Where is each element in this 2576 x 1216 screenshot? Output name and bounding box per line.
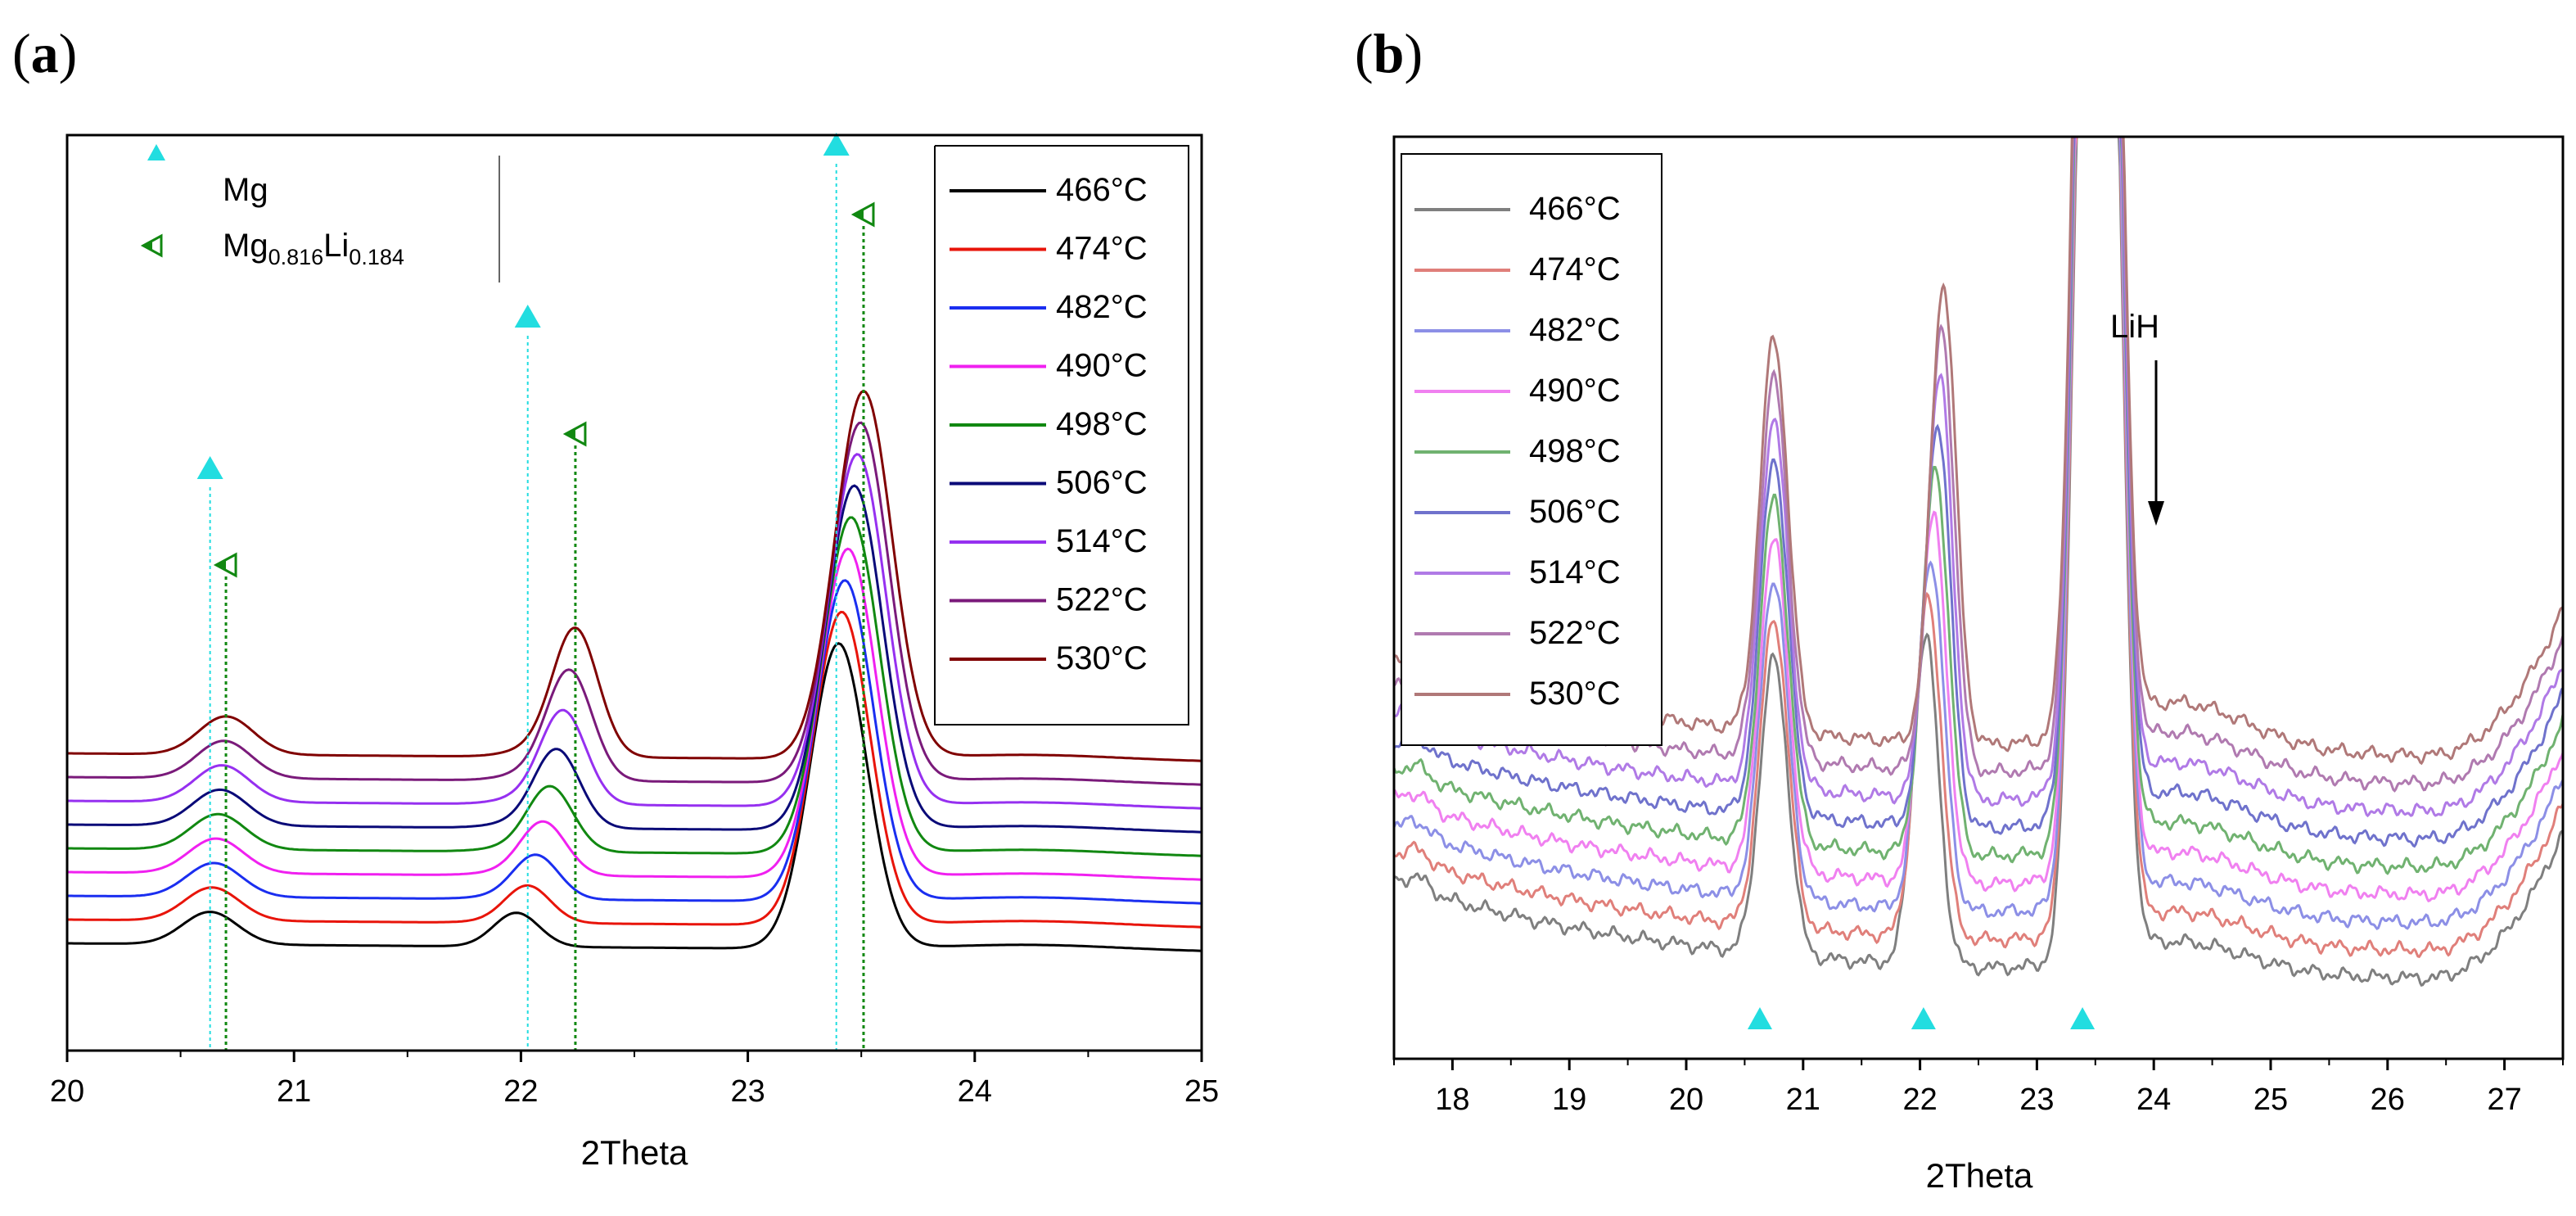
chart-a-legend-label: 506°C [1056, 465, 1148, 501]
chart-a-marker-legend: Mg Mg0.816Li0.184 [140, 144, 500, 283]
chart-a-series-line-474c [67, 610, 1202, 929]
chart-b-series-line-514c [1393, 135, 2565, 818]
lih-arrow-head-icon [2148, 501, 2164, 526]
chart-b-x-tick-label: 26 [2371, 1083, 2405, 1117]
mg-triangle-icon [147, 144, 165, 160]
chart-b-legend-label: 522°C [1529, 615, 1621, 651]
chart-a-series-line-498c [67, 516, 1202, 857]
chart-b-series-line-498c [1392, 135, 2565, 875]
chart-b-x-tick-label: 18 [1435, 1083, 1469, 1117]
mgli-peak-triangle-fill-icon [216, 559, 227, 571]
chart-panel-b: 18 19 20 21 22 23 24 25 26 27 2Theta 466°C 474°C 48… [1392, 135, 2565, 1195]
chart-a-series-line-522c [67, 421, 1202, 786]
mg-peak-triangle-icon [196, 456, 223, 479]
chart-a-marker-group [196, 133, 875, 1051]
chart-a-x-tick-label: 20 [50, 1074, 84, 1109]
chart-b-series-line-506c [1393, 135, 2565, 848]
mgli-peak-triangle-fill-icon [565, 428, 575, 440]
chart-a-series-line-482c [67, 579, 1202, 905]
chart-b-x-axis: 18 19 20 21 22 23 24 25 26 27 [1393, 1059, 2564, 1117]
mg-peak-triangle-icon [1747, 1007, 1772, 1029]
chart-a-legend-label: 474°C [1056, 231, 1148, 267]
chart-a-legend-label: 482°C [1056, 289, 1148, 325]
chart-b-legend-label: 530°C [1529, 676, 1621, 712]
chart-b-x-tick-label: 20 [1669, 1083, 1703, 1117]
chart-b-legend-label: 482°C [1529, 312, 1621, 348]
chart-a-x-axis: 20 21 22 23 24 25 [50, 1051, 1219, 1109]
chart-a-legend-label: 522°C [1056, 582, 1148, 618]
mg-peak-triangle-icon [1911, 1007, 1936, 1029]
chart-b-x-tick-label: 23 [2019, 1083, 2054, 1117]
lih-annotation: LiH [2110, 309, 2164, 526]
chart-b-marker-group [1747, 1007, 2096, 1029]
panel-a-label: (a) [12, 22, 77, 84]
panel-b-label: (b) [1355, 22, 1423, 84]
chart-a-legend-frame [934, 145, 1189, 726]
chart-b-x-axis-title: 2Theta [1926, 1156, 2033, 1195]
chart-b-x-tick-label: 27 [2487, 1083, 2521, 1117]
chart-b-series-group [1392, 135, 2565, 987]
chart-b-x-tick-label: 21 [1786, 1083, 1820, 1117]
chart-b-series-line-490c [1393, 135, 2565, 902]
chart-b-legend-label: 490°C [1529, 373, 1621, 409]
chart-b-series-line-482c [1392, 135, 2565, 931]
chart-b-series-line-474c [1392, 135, 2565, 959]
chart-b-legend-frame [1401, 153, 1662, 746]
chart-a-x-tick-label: 25 [1184, 1074, 1219, 1109]
chart-a-series-line-466c [67, 642, 1202, 952]
chart-b-legend-label: 514°C [1529, 554, 1621, 590]
chart-b-x-tick-label: 19 [1552, 1083, 1586, 1117]
chart-a-x-axis-title: 2Theta [581, 1133, 688, 1172]
chart-b-legend-label: 466°C [1529, 191, 1621, 227]
chart-b-legend-label: 506°C [1529, 494, 1621, 530]
mgli-peak-triangle-fill-icon [853, 209, 864, 220]
chart-a-series-line-490c [67, 547, 1202, 881]
mg-peak-triangle-icon [514, 305, 541, 328]
chart-a-series-line-530c [67, 389, 1202, 762]
chart-a-series-group [67, 389, 1202, 952]
lih-annotation-label: LiH [2110, 309, 2159, 345]
mg-peak-triangle-icon [823, 133, 850, 156]
mg-legend-label: Mg [223, 172, 268, 208]
chart-b-x-tick-label: 24 [2136, 1083, 2171, 1117]
chart-panel-a: 20 21 22 23 24 25 2Theta Mg Mg0.816Li0.184 46… [50, 133, 1219, 1172]
chart-a-x-tick-label: 23 [730, 1074, 765, 1109]
chart-a-legend-label: 498°C [1056, 406, 1148, 442]
chart-b-series-line-466c [1392, 135, 2564, 987]
mgli-half-triangle-fill-icon [143, 241, 152, 251]
mg-peak-triangle-icon [2070, 1007, 2096, 1029]
chart-a-legend-label: 490°C [1056, 348, 1148, 384]
chart-a-legend: 466°C 474°C 482°C 490°C 498°C 506°C 514°C 522°C… [934, 145, 1189, 726]
chart-a-series-line-506c [67, 484, 1202, 834]
chart-a-x-tick-label: 22 [503, 1074, 538, 1109]
chart-a-series-line-514c [67, 453, 1202, 810]
chart-b-legend: 466°C 474°C 482°C 490°C 498°C 506°C 514°C 522°C… [1401, 153, 1662, 746]
chart-a-legend-label: 530°C [1056, 640, 1148, 676]
chart-b-legend-label: 498°C [1529, 433, 1621, 469]
chart-b-x-tick-label: 22 [1902, 1083, 1937, 1117]
chart-b-x-tick-label: 25 [2253, 1083, 2288, 1117]
chart-a-legend-label: 466°C [1056, 172, 1148, 208]
chart-a-x-tick-label: 21 [277, 1074, 311, 1109]
chart-a-x-tick-label: 24 [958, 1074, 992, 1109]
mgli-legend-label: Mg0.816Li0.184 [223, 228, 404, 269]
chart-b-legend-label: 474°C [1529, 251, 1621, 287]
chart-a-legend-label: 514°C [1056, 523, 1148, 559]
